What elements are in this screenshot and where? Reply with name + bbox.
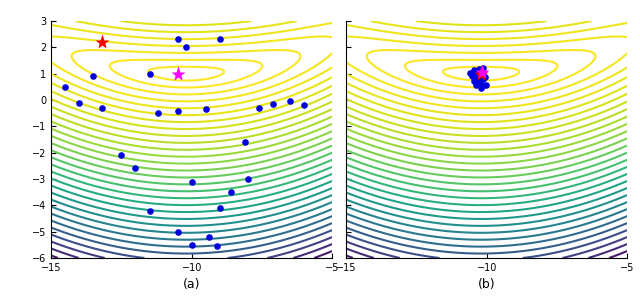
X-axis label: (b): (b) xyxy=(478,278,495,291)
Point xyxy=(240,140,250,145)
Point xyxy=(204,235,214,239)
Point xyxy=(476,86,486,91)
Point xyxy=(468,79,479,83)
Point xyxy=(480,74,490,79)
X-axis label: (a): (a) xyxy=(183,278,200,291)
Point xyxy=(153,111,163,116)
Point xyxy=(145,208,155,213)
Point xyxy=(478,65,488,70)
Point xyxy=(268,101,278,106)
Point xyxy=(475,69,485,74)
Point xyxy=(254,106,264,110)
Point xyxy=(478,77,488,82)
Point xyxy=(472,75,482,80)
Point xyxy=(481,82,491,87)
Point xyxy=(60,84,70,89)
Point xyxy=(474,67,484,71)
Point xyxy=(226,190,236,195)
Point xyxy=(467,74,477,78)
Point xyxy=(285,99,295,104)
Point xyxy=(181,45,191,50)
Point xyxy=(477,73,487,77)
Point xyxy=(88,74,99,79)
Point xyxy=(131,166,141,171)
Point xyxy=(145,71,155,76)
Point xyxy=(465,71,476,76)
Point xyxy=(299,103,309,108)
Point xyxy=(243,177,253,182)
Point xyxy=(173,37,183,42)
Point xyxy=(173,108,183,113)
Point xyxy=(187,179,197,184)
Point xyxy=(74,100,84,105)
Point xyxy=(214,37,225,42)
Point xyxy=(187,242,197,247)
Point xyxy=(212,244,222,248)
Point xyxy=(471,82,481,87)
Point xyxy=(470,76,480,81)
Point xyxy=(116,153,127,158)
Point xyxy=(214,206,225,210)
Point xyxy=(472,80,483,85)
Point xyxy=(97,106,107,110)
Point xyxy=(173,229,183,234)
Point xyxy=(471,70,481,75)
Point xyxy=(469,67,479,72)
Point xyxy=(474,79,484,83)
Point xyxy=(200,107,211,112)
Point xyxy=(476,81,486,86)
Point xyxy=(477,84,487,89)
